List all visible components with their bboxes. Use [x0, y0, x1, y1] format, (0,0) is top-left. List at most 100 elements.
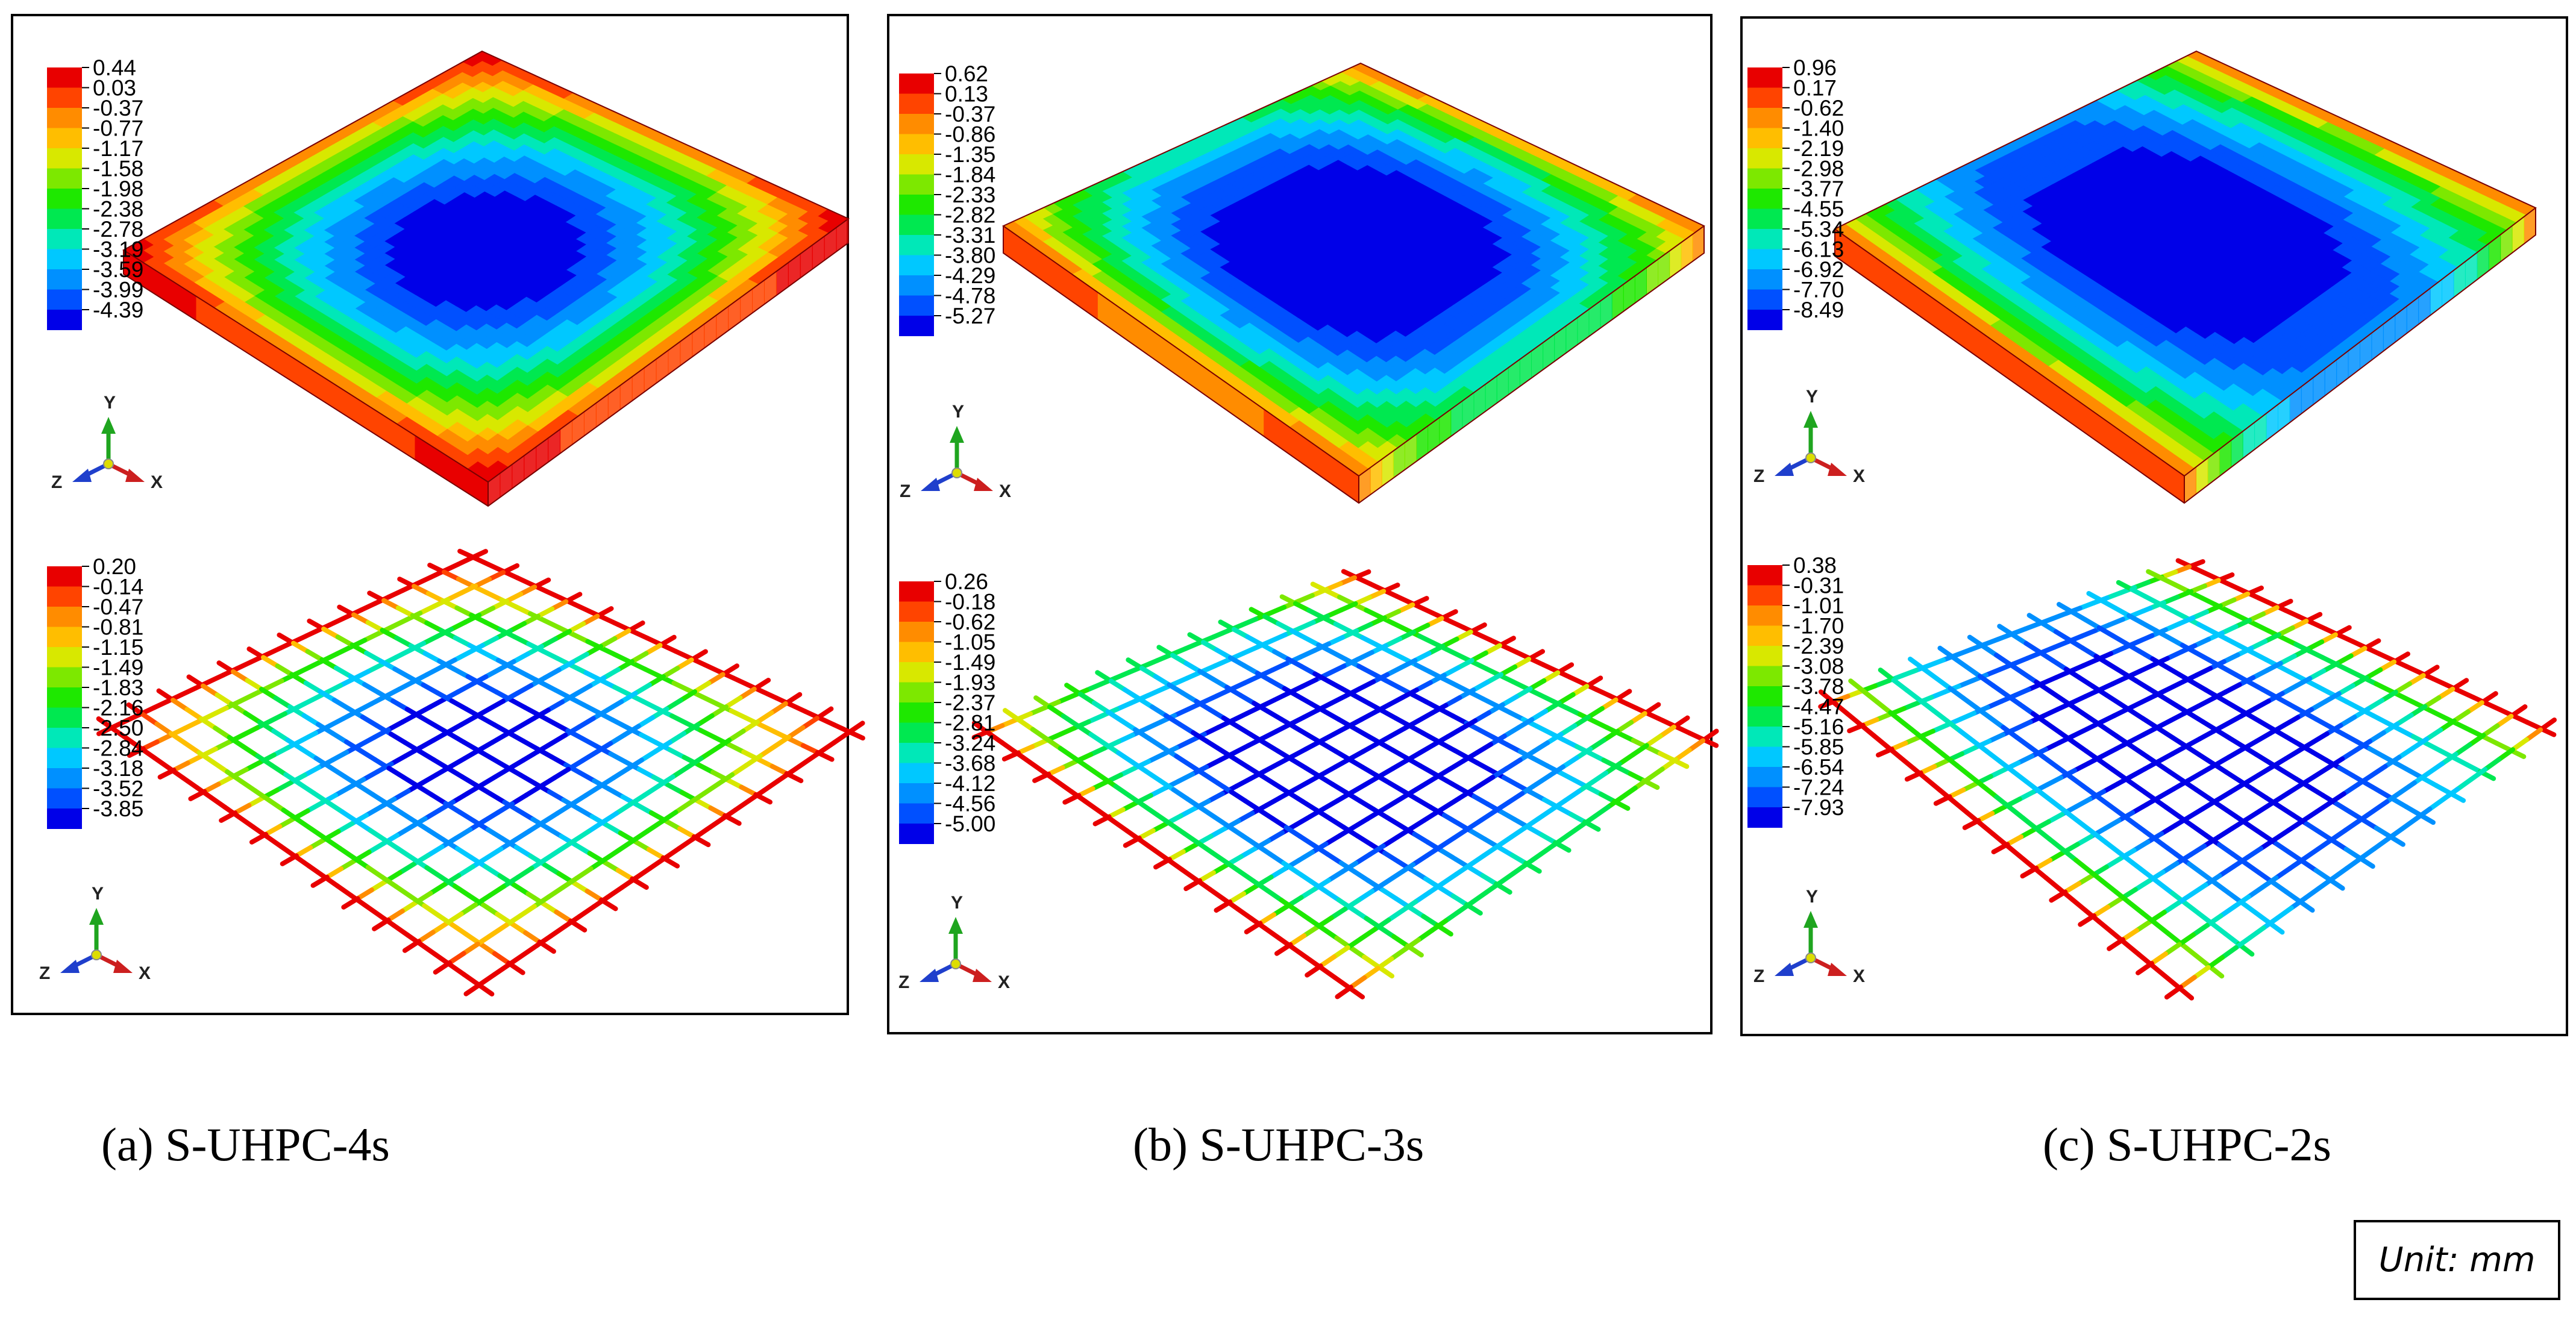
rebar-segment — [397, 577, 417, 589]
rebar-legend-swatch — [899, 581, 934, 602]
rebar-legend-swatch — [47, 707, 82, 728]
rebar-segment — [414, 575, 433, 587]
rebar-segment — [396, 679, 416, 692]
rebar-segment — [508, 621, 527, 634]
rebar-segment — [757, 722, 777, 734]
slab-contour-plot — [122, 50, 850, 507]
rebar-segment — [508, 697, 528, 710]
slab-legend-swatch — [47, 67, 82, 88]
rebar-segment — [542, 618, 562, 630]
rebar-segment — [567, 621, 586, 634]
rebar-segment — [487, 570, 506, 582]
rebar-segment — [469, 549, 488, 560]
rebar-contour-plot — [96, 548, 865, 996]
rebar-segment — [702, 662, 722, 674]
rebar-segment — [185, 753, 204, 766]
rebar-legend-value-label: -3.85 — [93, 796, 143, 821]
slab-legend-swatch — [899, 214, 934, 236]
rebar-segment — [755, 757, 775, 769]
rebar-segment — [727, 742, 747, 755]
rebar-segment — [271, 745, 290, 758]
rebar-segment — [202, 781, 221, 794]
rebar-segment — [171, 760, 190, 773]
rebar-segment — [355, 701, 374, 714]
rebar-segment — [337, 604, 356, 618]
slab-legend-swatch — [47, 289, 82, 310]
rebar-segment — [581, 702, 601, 715]
rebar-legend-swatch — [899, 783, 934, 804]
rebar-segment — [303, 627, 322, 639]
rebar-segment — [724, 777, 744, 790]
rebar-segment — [140, 739, 160, 751]
triad-slab-z-label: Z — [51, 472, 62, 492]
rebar-segment — [299, 730, 319, 743]
rebar-segment — [395, 605, 415, 618]
rebar-segment — [480, 636, 499, 648]
rebar-segment — [296, 697, 315, 709]
rebar-segment — [515, 575, 534, 587]
triad-rebar-x-label: X — [139, 963, 151, 983]
rebar-segment — [331, 614, 350, 626]
rebar-segment — [477, 605, 496, 618]
slab-legend: 0.620.13-0.37-0.86-1.35-1.84-2.33-2.82-3… — [899, 61, 995, 336]
rebar-legend-swatch — [899, 824, 934, 844]
rebar-segment — [817, 715, 837, 727]
rebar-segment — [424, 665, 443, 677]
rebar-legend-swatch — [899, 682, 934, 703]
rebar-segment — [151, 698, 171, 710]
rebar-segment — [698, 728, 718, 740]
rebar-legend-swatch — [899, 662, 934, 683]
triad-slab-z-label: Z — [900, 481, 910, 501]
rebar-segment — [424, 620, 443, 633]
rebar-segment — [800, 743, 820, 755]
rebar-segment — [381, 598, 401, 611]
rebar-segment — [667, 747, 687, 760]
rebar-segment — [832, 722, 851, 734]
triad-rebar-y-label: Y — [92, 884, 104, 904]
slab-legend-swatch — [47, 269, 82, 290]
rebar-segment — [600, 646, 619, 658]
rebar-segment — [213, 739, 232, 752]
slab-legend-swatch — [47, 148, 82, 169]
rebar-segment — [179, 686, 198, 698]
rebar-segment — [569, 663, 589, 675]
rebar-segment — [440, 598, 460, 611]
rebar-legend-swatch — [899, 763, 934, 784]
rebar-segment — [551, 720, 571, 733]
rebar-segment — [463, 613, 482, 625]
rebar-segment — [394, 635, 413, 648]
rebar-legend-swatch — [47, 687, 82, 708]
slab-legend-swatch — [899, 134, 934, 155]
rebar-legend-swatch — [47, 788, 82, 809]
rebar-segment — [550, 599, 569, 611]
slab-legend-swatch — [47, 249, 82, 270]
rebar-segment — [452, 650, 471, 663]
rebar-legend-swatch — [47, 667, 82, 688]
triad-rebar-z-label: Z — [898, 972, 909, 992]
slab-legend-swatch — [899, 255, 934, 276]
rebar-segment — [293, 665, 312, 677]
rebar-segment — [786, 736, 806, 748]
slab-legend-value-label: -5.27 — [945, 304, 995, 328]
rebar-segment — [442, 569, 461, 582]
triad-rebar-y-label: Y — [951, 893, 963, 913]
rebar-segment — [486, 562, 506, 574]
rebar-segment — [630, 628, 650, 640]
triad-slab-y-label: Y — [104, 393, 116, 413]
triad-slab-origin — [103, 458, 114, 469]
rebar-segment — [541, 648, 560, 661]
rebar-legend-swatch — [47, 768, 82, 789]
panel-c: 0.960.17-0.62-1.40-2.19-2.98-3.77-4.55-5… — [1740, 16, 2568, 1036]
slab-legend-swatch — [899, 275, 934, 296]
rebar-segment — [518, 584, 537, 597]
rebar-segment — [636, 766, 656, 780]
slab-legend-swatch — [899, 154, 934, 175]
rebar-segment — [513, 604, 533, 616]
rebar-segment — [445, 590, 465, 602]
rebar-segment — [265, 678, 284, 690]
rebar-segment — [268, 711, 287, 724]
rebar-segment — [501, 563, 520, 575]
rebar-segment — [639, 732, 659, 745]
slab-legend-swatch — [47, 189, 82, 209]
slab-top-surface — [122, 51, 850, 483]
